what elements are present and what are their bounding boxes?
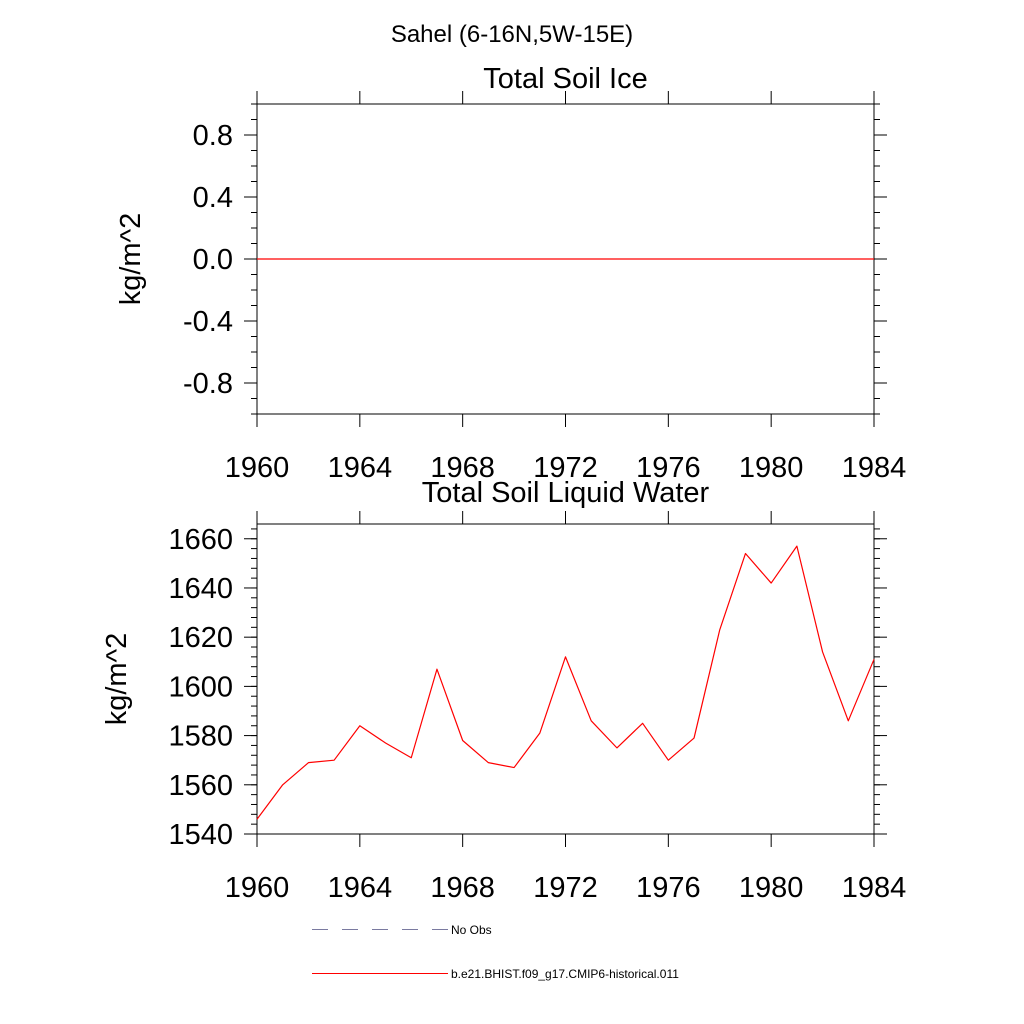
chart0-data-point-1977 bbox=[693, 258, 696, 261]
chart0-x-tick-label-1972: 1972 bbox=[533, 452, 598, 484]
chart1-data-point-1984 bbox=[873, 658, 876, 661]
chart0-data-point-1965 bbox=[384, 258, 387, 261]
chart0-y-tick-label-0-4: 0.4 bbox=[193, 182, 233, 214]
chart0-y-tick-label-0-8: 0.8 bbox=[193, 120, 233, 152]
chart0-data-point-1978 bbox=[718, 258, 721, 261]
chart1-data-point-1974 bbox=[615, 746, 618, 749]
chart1-x-tick-label-1976: 1976 bbox=[636, 872, 701, 904]
chart1-data-point-1965 bbox=[384, 741, 387, 744]
chart0-data-point-1968 bbox=[461, 258, 464, 261]
chart1-data-point-1970 bbox=[513, 766, 516, 769]
chart1-data-point-1976 bbox=[667, 759, 670, 762]
chart1-y-tick-label-1540: 1540 bbox=[168, 819, 233, 851]
chart1-data-point-1971 bbox=[538, 732, 541, 735]
chart1-y-tick-label-1640: 1640 bbox=[168, 573, 233, 605]
chart1-y-tick-label-1660: 1660 bbox=[168, 524, 233, 556]
chart1-series-line-0 bbox=[256, 545, 875, 820]
chart0-data-point-1984 bbox=[873, 258, 876, 261]
chart0-data-point-1972 bbox=[564, 258, 567, 261]
chart1-data-point-1969 bbox=[487, 761, 490, 764]
chart0-data-point-1961 bbox=[281, 258, 284, 261]
panel-total-soil-ice: Total Soil Ice kg/m^2 -0.8 -0.4 0.0 0.4 0.8 196… bbox=[115, 63, 906, 484]
chart0-title: Total Soil Ice bbox=[483, 63, 647, 95]
chart0-data-point-1970 bbox=[513, 258, 516, 261]
chart0-data-point-1981 bbox=[795, 258, 798, 261]
chart1-data-point-1975 bbox=[641, 722, 644, 725]
chart1-x-tick-label-1960: 1960 bbox=[225, 872, 290, 904]
chart0-data-point-1973 bbox=[590, 258, 593, 261]
chart0-data-point-1969 bbox=[487, 258, 490, 261]
chart0-y-tick-label-0-8: -0.8 bbox=[183, 368, 233, 400]
chart1-y-tick-label-1620: 1620 bbox=[168, 622, 233, 654]
chart0-data-point-1966 bbox=[410, 258, 413, 261]
chart0-data-point-1976 bbox=[667, 258, 670, 261]
chart1-data-point-1978 bbox=[718, 628, 721, 631]
chart0-data-point-1971 bbox=[538, 258, 541, 261]
chart1-y-tick-label-1560: 1560 bbox=[168, 770, 233, 802]
legend-label-model-run: b.e21.BHIST.f09_g17.CMIP6-historical.011 bbox=[451, 967, 679, 981]
chart0-data-point-1983 bbox=[847, 258, 850, 261]
chart1-data-point-1977 bbox=[693, 737, 696, 740]
chart1-data-point-1973 bbox=[590, 719, 593, 722]
chart1-data-point-1963 bbox=[333, 759, 336, 762]
chart1-data-point-1980 bbox=[770, 582, 773, 585]
chart1-data-point-1968 bbox=[461, 739, 464, 742]
chart0-x-tick-label-1984: 1984 bbox=[842, 452, 907, 484]
chart1-data-point-1966 bbox=[410, 756, 413, 759]
chart1-data-point-1960 bbox=[256, 818, 259, 821]
chart1-x-tick-label-1980: 1980 bbox=[739, 872, 804, 904]
chart1-data-point-1972 bbox=[564, 655, 567, 658]
chart0-x-tick-label-1968: 1968 bbox=[430, 452, 495, 484]
chart0-data-point-1967 bbox=[435, 258, 438, 261]
chart1-data-point-1967 bbox=[435, 668, 438, 671]
legend-label-no-obs: No Obs bbox=[451, 923, 492, 937]
chart0-data-point-1980 bbox=[770, 258, 773, 261]
chart1-y-tick-label-1600: 1600 bbox=[168, 671, 233, 703]
chart0-data-point-1963 bbox=[333, 258, 336, 261]
legend: No Obs b.e21.BHIST.f09_g17.CMIP6-histori… bbox=[312, 923, 679, 981]
chart0-y-tick-label-0-0: 0.0 bbox=[193, 244, 233, 276]
chart1-data-point-1964 bbox=[358, 724, 361, 727]
chart1-y-tick-label-1580: 1580 bbox=[168, 721, 233, 753]
chart0-data-point-1979 bbox=[744, 258, 747, 261]
chart0-x-tick-label-1980: 1980 bbox=[739, 452, 804, 484]
chart0-data-point-1982 bbox=[821, 258, 824, 261]
chart1-x-tick-label-1984: 1984 bbox=[842, 872, 907, 904]
chart1-title: Total Soil Liquid Water bbox=[422, 477, 710, 509]
chart0-data-point-1975 bbox=[641, 258, 644, 261]
chart0-x-tick-label-1964: 1964 bbox=[328, 452, 393, 484]
figure-title: Sahel (6-16N,5W-15E) bbox=[391, 21, 633, 48]
chart0-data-point-1974 bbox=[615, 258, 618, 261]
chart1-data-point-1961 bbox=[281, 783, 284, 786]
chart1-x-tick-label-1968: 1968 bbox=[430, 872, 495, 904]
chart0-x-tick-label-1976: 1976 bbox=[636, 452, 701, 484]
chart1-data-point-1982 bbox=[821, 650, 824, 653]
panel-total-soil-liquid-water: Total Soil Liquid Water kg/m^2 1540 1560 158… bbox=[101, 477, 906, 904]
chart0-data-point-1964 bbox=[358, 258, 361, 261]
chart0-y-axis-label: kg/m^2 bbox=[115, 213, 147, 306]
chart0-data-point-1960 bbox=[256, 258, 259, 261]
chart0-y-tick-label-0-4: -0.4 bbox=[183, 306, 233, 338]
chart1-data-point-1983 bbox=[847, 719, 850, 722]
chart0-data-point-1962 bbox=[307, 258, 310, 261]
chart1-x-tick-label-1964: 1964 bbox=[328, 872, 393, 904]
chart1-data-point-1979 bbox=[744, 552, 747, 555]
chart1-data-point-1981 bbox=[795, 545, 798, 548]
chart0-x-tick-label-1960: 1960 bbox=[225, 452, 290, 484]
chart1-y-axis-label: kg/m^2 bbox=[101, 633, 133, 726]
chart1-x-tick-label-1972: 1972 bbox=[533, 872, 598, 904]
chart1-plot-frame bbox=[256, 523, 875, 835]
chart1-data-point-1962 bbox=[307, 761, 310, 764]
